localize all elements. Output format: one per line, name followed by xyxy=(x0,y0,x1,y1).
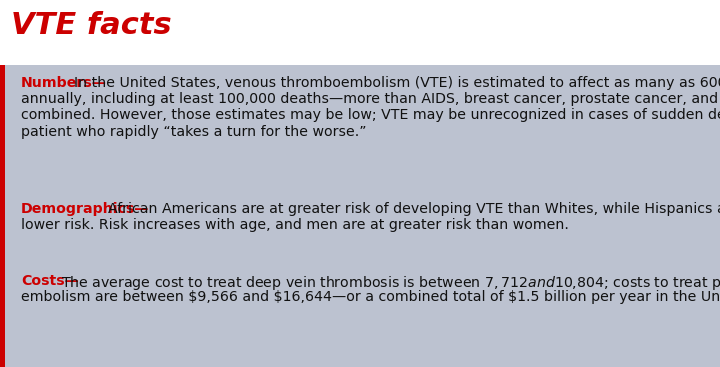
Text: African Americans are at greater risk of developing VTE than Whites, while Hispa: African Americans are at greater risk of… xyxy=(108,202,720,216)
FancyBboxPatch shape xyxy=(0,65,720,367)
FancyBboxPatch shape xyxy=(0,65,5,367)
Text: annually, including at least 100,000 deaths—more than AIDS, breast cancer, prost: annually, including at least 100,000 dea… xyxy=(21,92,720,106)
Text: Demographics—: Demographics— xyxy=(21,202,149,216)
Text: patient who rapidly “takes a turn for the worse.”: patient who rapidly “takes a turn for th… xyxy=(21,125,366,139)
Text: Numbers—: Numbers— xyxy=(21,76,107,90)
Text: embolism are between $9,566 and $16,644—or a combined total of $1.5 billion per : embolism are between $9,566 and $16,644—… xyxy=(21,290,720,304)
Text: The average cost to treat deep vein thrombosis is between $7,712 and $10,804; co: The average cost to treat deep vein thro… xyxy=(61,274,720,292)
Text: lower risk. Risk increases with age, and men are at greater risk than women.: lower risk. Risk increases with age, and… xyxy=(21,218,569,232)
Text: combined. However, those estimates may be low; VTE may be unrecognized in cases : combined. However, those estimates may b… xyxy=(21,108,720,123)
Text: Costs—: Costs— xyxy=(21,274,78,288)
Text: In the United States, venous thromboembolism (VTE) is estimated to affect as man: In the United States, venous thromboembo… xyxy=(74,76,720,90)
Text: VTE facts: VTE facts xyxy=(11,11,171,40)
